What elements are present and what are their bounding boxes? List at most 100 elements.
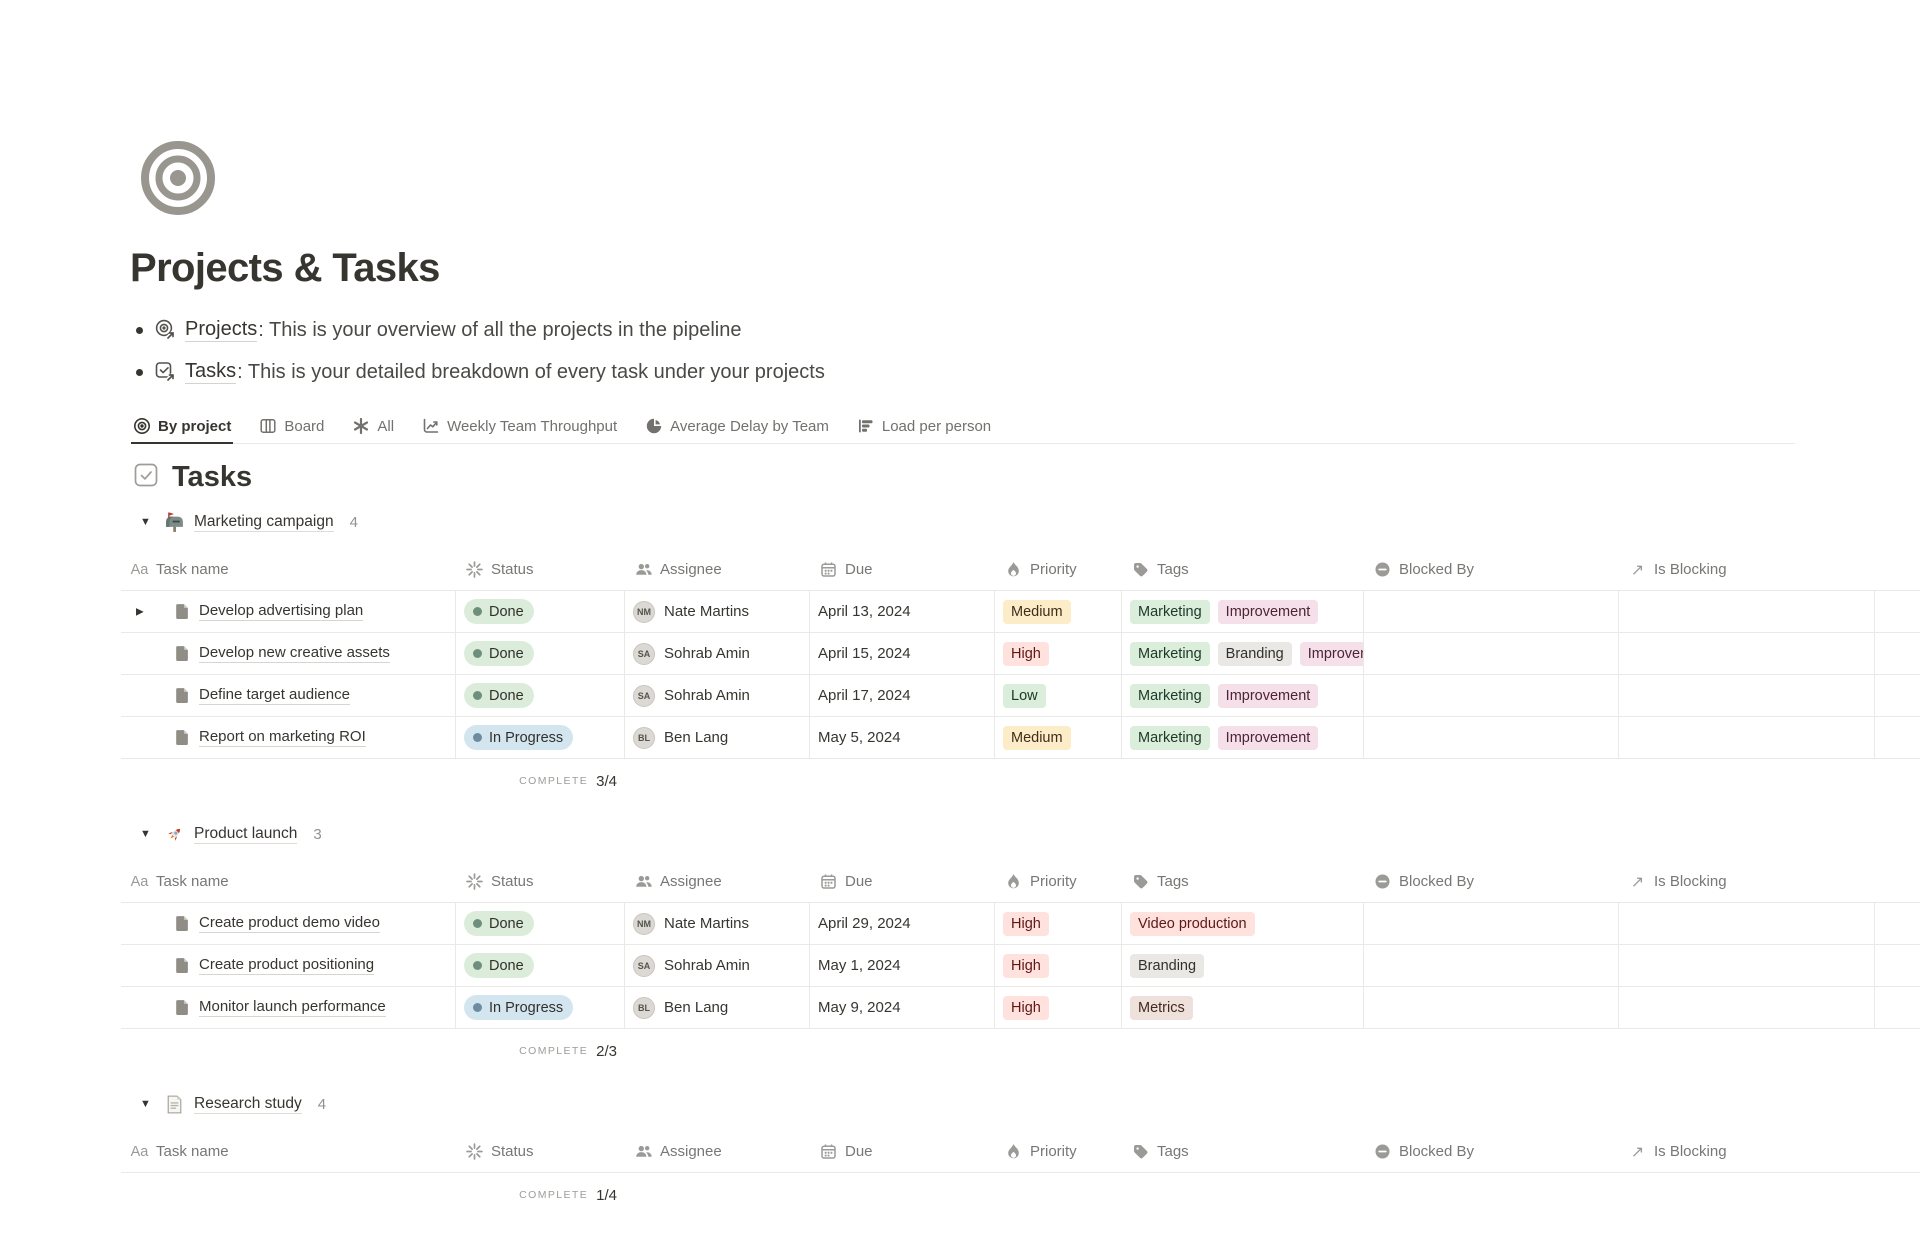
cell-is-blocking[interactable] bbox=[1619, 591, 1875, 632]
cell-tags[interactable]: Video production bbox=[1122, 903, 1364, 944]
cell-priority[interactable]: High bbox=[995, 945, 1122, 986]
cell-is-blocking[interactable] bbox=[1619, 675, 1875, 716]
status-badge[interactable]: Done bbox=[464, 641, 534, 666]
priority-badge[interactable]: High bbox=[1003, 641, 1049, 666]
cell-status[interactable]: Done bbox=[456, 945, 625, 986]
cell-blocked-by[interactable] bbox=[1364, 945, 1619, 986]
cell-assignee[interactable]: NM Nate Martins bbox=[625, 903, 810, 944]
cell-tags[interactable]: Branding bbox=[1122, 945, 1364, 986]
tasks-link[interactable]: Tasks bbox=[185, 360, 237, 384]
cell-assignee[interactable]: SA Sohrab Amin bbox=[625, 675, 810, 716]
column-header-task-name[interactable]: Aa Task name bbox=[121, 1131, 456, 1172]
cell-priority[interactable]: High bbox=[995, 633, 1122, 674]
priority-badge[interactable]: Medium bbox=[1003, 725, 1071, 750]
cell-due[interactable]: April 29, 2024 bbox=[810, 903, 995, 944]
column-header-tags[interactable]: Tags bbox=[1122, 549, 1364, 590]
collapse-toggle-icon[interactable]: ▼ bbox=[140, 516, 151, 528]
tag-badge[interactable]: Marketing bbox=[1130, 641, 1210, 666]
column-header-tags[interactable]: Tags bbox=[1122, 861, 1364, 902]
cell-due[interactable]: May 5, 2024 bbox=[810, 717, 995, 758]
cell-is-blocking[interactable] bbox=[1619, 945, 1875, 986]
cell-blocked-by[interactable] bbox=[1364, 633, 1619, 674]
tag-badge[interactable]: Branding bbox=[1217, 641, 1292, 666]
tag-badge[interactable]: Improvement bbox=[1217, 725, 1319, 750]
task-link[interactable]: Create product positioning bbox=[199, 956, 375, 975]
column-header-assignee[interactable]: Assignee bbox=[625, 549, 810, 590]
column-header-due[interactable]: Due bbox=[810, 861, 995, 902]
status-badge[interactable]: Done bbox=[464, 683, 534, 708]
task-link[interactable]: Define target audience bbox=[199, 686, 350, 705]
priority-badge[interactable]: Low bbox=[1003, 683, 1046, 708]
cell-is-blocking[interactable] bbox=[1619, 717, 1875, 758]
status-badge[interactable]: In Progress bbox=[464, 995, 574, 1020]
tag-badge[interactable]: Marketing bbox=[1130, 725, 1210, 750]
cell-blocked-by[interactable] bbox=[1364, 591, 1619, 632]
tag-badge[interactable]: Improvement bbox=[1299, 641, 1363, 666]
complete-aggregate[interactable]: COMPLETE 1/4 bbox=[456, 1187, 625, 1204]
cell-blocked-by[interactable] bbox=[1364, 675, 1619, 716]
tag-badge[interactable]: Marketing bbox=[1130, 683, 1210, 708]
tab-by-project[interactable]: By project bbox=[131, 410, 234, 444]
priority-badge[interactable]: Medium bbox=[1003, 599, 1071, 624]
complete-aggregate[interactable]: COMPLETE 2/3 bbox=[456, 1043, 625, 1060]
column-header-priority[interactable]: Priority bbox=[995, 549, 1122, 590]
cell-priority[interactable]: High bbox=[995, 987, 1122, 1028]
tag-badge[interactable]: Metrics bbox=[1130, 995, 1193, 1020]
cell-status[interactable]: In Progress bbox=[456, 717, 625, 758]
column-header-status[interactable]: Status bbox=[456, 861, 625, 902]
tab-load-per-person[interactable]: Load per person bbox=[855, 410, 993, 444]
expand-toggle-icon[interactable]: ▶ bbox=[136, 606, 144, 617]
priority-badge[interactable]: High bbox=[1003, 995, 1049, 1020]
cell-priority[interactable]: Low bbox=[995, 675, 1122, 716]
column-header-is-blocking[interactable]: ↗ Is Blocking bbox=[1619, 549, 1875, 590]
column-header-tags[interactable]: Tags bbox=[1122, 1131, 1364, 1172]
task-link[interactable]: Report on marketing ROI bbox=[199, 728, 366, 747]
cell-tags[interactable]: Marketing Branding Improvement bbox=[1122, 633, 1364, 674]
cell-status[interactable]: Done bbox=[456, 675, 625, 716]
column-header-is-blocking[interactable]: ↗ Is Blocking bbox=[1619, 861, 1875, 902]
tab-all[interactable]: All bbox=[350, 410, 396, 444]
tag-badge[interactable]: Video production bbox=[1130, 911, 1255, 936]
status-badge[interactable]: In Progress bbox=[464, 725, 574, 750]
cell-priority[interactable]: High bbox=[995, 903, 1122, 944]
group-name-link[interactable]: Product launch bbox=[194, 824, 298, 844]
cell-blocked-by[interactable] bbox=[1364, 987, 1619, 1028]
cell-task-name[interactable]: ▶ Develop advertising plan bbox=[121, 591, 456, 632]
page-title[interactable]: Projects & Tasks bbox=[130, 246, 440, 290]
cell-status[interactable]: Done bbox=[456, 903, 625, 944]
cell-status[interactable]: Done bbox=[456, 591, 625, 632]
tag-badge[interactable]: Improvement bbox=[1217, 683, 1319, 708]
tag-badge[interactable]: Branding bbox=[1130, 953, 1205, 978]
column-header-assignee[interactable]: Assignee bbox=[625, 861, 810, 902]
cell-assignee[interactable]: SA Sohrab Amin bbox=[625, 945, 810, 986]
tab-board[interactable]: Board bbox=[257, 410, 326, 444]
cell-is-blocking[interactable] bbox=[1619, 633, 1875, 674]
cell-priority[interactable]: Medium bbox=[995, 591, 1122, 632]
complete-aggregate[interactable]: COMPLETE 3/4 bbox=[456, 773, 625, 790]
column-header-task-name[interactable]: Aa Task name bbox=[121, 861, 456, 902]
tab-weekly-team-throughput[interactable]: Weekly Team Throughput bbox=[420, 410, 619, 444]
column-header-due[interactable]: Due bbox=[810, 549, 995, 590]
column-header-due[interactable]: Due bbox=[810, 1131, 995, 1172]
cell-tags[interactable]: Metrics bbox=[1122, 987, 1364, 1028]
cell-assignee[interactable]: NM Nate Martins bbox=[625, 591, 810, 632]
collapse-toggle-icon[interactable]: ▼ bbox=[140, 1098, 151, 1110]
column-header-status[interactable]: Status bbox=[456, 549, 625, 590]
cell-task-name[interactable]: Develop new creative assets bbox=[121, 633, 456, 674]
column-header-blocked-by[interactable]: Blocked By bbox=[1364, 861, 1619, 902]
status-badge[interactable]: Done bbox=[464, 911, 534, 936]
cell-due[interactable]: May 9, 2024 bbox=[810, 987, 995, 1028]
cell-status[interactable]: Done bbox=[456, 633, 625, 674]
task-link[interactable]: Develop new creative assets bbox=[199, 644, 390, 663]
cell-tags[interactable]: Marketing Improvement bbox=[1122, 591, 1364, 632]
cell-blocked-by[interactable] bbox=[1364, 717, 1619, 758]
cell-task-name[interactable]: Define target audience bbox=[121, 675, 456, 716]
cell-is-blocking[interactable] bbox=[1619, 987, 1875, 1028]
bullseye-icon[interactable] bbox=[140, 140, 216, 216]
cell-priority[interactable]: Medium bbox=[995, 717, 1122, 758]
cell-task-name[interactable]: Create product positioning bbox=[121, 945, 456, 986]
task-link[interactable]: Develop advertising plan bbox=[199, 602, 364, 621]
collapse-toggle-icon[interactable]: ▼ bbox=[140, 828, 151, 840]
cell-status[interactable]: In Progress bbox=[456, 987, 625, 1028]
column-header-blocked-by[interactable]: Blocked By bbox=[1364, 549, 1619, 590]
